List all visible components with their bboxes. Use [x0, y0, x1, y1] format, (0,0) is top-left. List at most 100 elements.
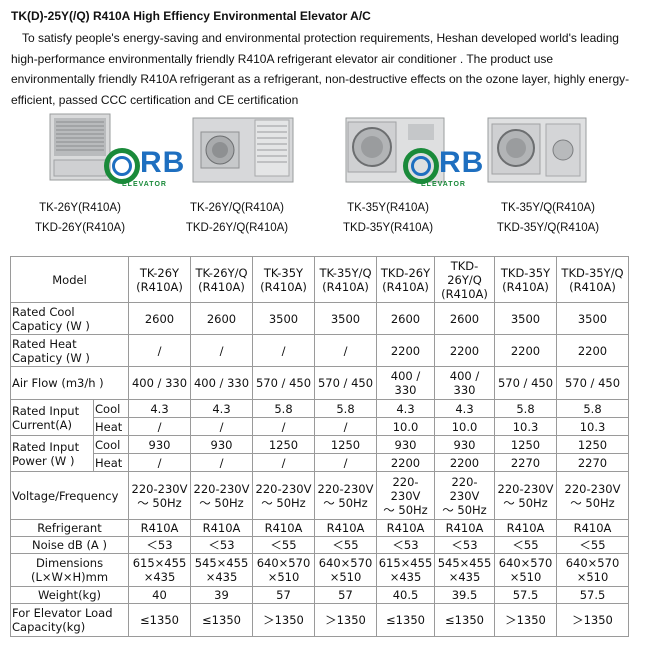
value-cell: 220-230V～ 50Hz: [190, 471, 253, 520]
value-cell: /: [190, 453, 253, 472]
model-refrigerant: (R410A): [198, 279, 245, 294]
row-label-line: Rated Input: [12, 439, 80, 454]
product-image: [49, 113, 111, 181]
value-cell: 2270: [494, 453, 557, 472]
row-label-line: Capacity(kg): [12, 620, 86, 634]
model-name: TKD-35Y: [500, 265, 551, 280]
row-current-cool: Rated Input Current(A) Cool 4.3 4.3 5.8 5…: [10, 399, 629, 436]
model-refrigerant: (R410A): [569, 279, 616, 294]
row-label-line: For Elevator Load: [12, 606, 113, 620]
value-cell: 2200: [376, 334, 435, 367]
value-cell: ＜55: [556, 536, 629, 554]
value-line: 330: [394, 383, 417, 397]
product-model-line2: TKD-35Y(R410A): [342, 222, 434, 234]
value-line: ×435: [389, 570, 422, 584]
value-cell: 2200: [556, 334, 629, 367]
row-air-flow: Air Flow (m3/h ) 400 / 330 400 / 330 570…: [10, 366, 629, 400]
row-cool-capacity: Rated Cool Capaticy (W ) 2600 2600 3500 3…: [10, 302, 629, 335]
value-cell: /: [128, 417, 191, 436]
product-image: [487, 117, 587, 183]
value-cell: 2600: [434, 302, 495, 335]
page-title: TK(D)-25Y(/Q) R410A High Effiency Enviro…: [11, 9, 371, 23]
value-cell: ＞1350: [252, 603, 315, 637]
value-cell: ＜53: [434, 536, 495, 554]
value-line: 330: [453, 383, 476, 397]
value-cell: ≤1350: [376, 603, 435, 637]
value-cell: ＞1350: [314, 603, 377, 637]
value-cell: 57.5: [556, 586, 629, 604]
value-cell: ≤1350: [128, 603, 191, 637]
value-cell: /: [314, 334, 377, 367]
value-line: 570 / 450: [255, 376, 312, 390]
product-model-line1: TK-26Y/Q(R410A): [190, 202, 284, 214]
logo-ring-icon: [403, 148, 439, 184]
value-cell: /: [128, 334, 191, 367]
row-label: Dimensions (L×W×H)mm: [10, 553, 129, 587]
model-name: 26Y/Q: [447, 272, 482, 287]
row-label: Rated Cool Capaticy (W ): [10, 302, 129, 335]
value-cell: 545×455 ×435: [434, 553, 495, 587]
model-cell: TK-26Y (R410A): [128, 256, 191, 303]
model-cell: TK-35Y/Q (R410A): [314, 256, 377, 303]
value-cell: 930: [376, 435, 435, 454]
value-line: 400 / 330: [193, 376, 250, 390]
value-line: 400 / 330: [131, 376, 188, 390]
model-name: TK-26Y/Q: [195, 265, 248, 280]
value-cell: ＞1350: [494, 603, 557, 637]
logo-text: RB: [439, 146, 485, 179]
value-cell: 3500: [252, 302, 315, 335]
value-line: ～ 50Hz: [570, 495, 615, 510]
logo-ring-icon: [104, 148, 140, 184]
value-cell: R410A: [494, 519, 557, 537]
row-label-line: Dimensions: [35, 556, 104, 570]
model-cell: TKD-26Y (R410A): [376, 256, 435, 303]
value-line: 570 / 450: [564, 376, 621, 390]
orb-logo: RB ELEVATOR: [104, 146, 194, 192]
value-cell: 1250: [314, 435, 377, 454]
product-model-line1: TK-35Y(R410A): [347, 202, 429, 214]
value-cell: 1250: [556, 435, 629, 454]
row-label-line: (L×W×H)mm: [30, 570, 109, 584]
value-cell: 930: [128, 435, 191, 454]
row-power-heat: Heat / / / / 2200 2200 2270 2270: [11, 453, 629, 472]
value-line: 400 /: [449, 369, 480, 383]
value-cell: 40.5: [376, 586, 435, 604]
model-cell: TK-26Y/Q (R410A): [190, 256, 253, 303]
product-model-line2: TKD-35Y/Q(R410A): [496, 222, 600, 234]
value-line: 220-230V: [255, 481, 312, 496]
value-cell: 400 / 330: [190, 366, 253, 400]
model-refrigerant: (R410A): [322, 279, 369, 294]
row-label: Rated Input Power (W ): [10, 435, 94, 472]
model-cell: TKD-35Y (R410A): [494, 256, 557, 303]
row-sublabel: Cool: [93, 399, 129, 418]
value-cell: 1250: [494, 435, 557, 454]
value-line: ×510: [509, 570, 542, 584]
row-label-line: Capaticy (W ): [12, 350, 90, 365]
value-cell: 220-230V～ 50Hz: [376, 471, 435, 520]
value-cell: 400 /330: [434, 366, 495, 400]
model-refrigerant: (R410A): [382, 279, 429, 294]
value-cell: 2600: [190, 302, 253, 335]
value-cell: 4.3: [376, 399, 435, 418]
product-model-line1: TK-26Y(R410A): [39, 202, 121, 214]
value-cell: 2600: [376, 302, 435, 335]
model-refrigerant: (R410A): [441, 286, 488, 301]
value-cell: ＜53: [128, 536, 191, 554]
value-cell: R410A: [128, 519, 191, 537]
value-cell: 400 / 330: [128, 366, 191, 400]
orb-logo: RB ELEVATOR: [403, 146, 493, 192]
model-refrigerant: (R410A): [260, 279, 307, 294]
value-cell: ＜55: [252, 536, 315, 554]
row-heat-capacity: Rated Heat Capaticy (W ) / / / / 2200 220…: [10, 334, 629, 367]
value-line: 545×455: [437, 556, 492, 570]
value-cell: 640×570 ×510: [314, 553, 377, 587]
value-cell: ＜55: [314, 536, 377, 554]
row-label-line: Power (W ): [12, 453, 75, 468]
value-cell: 40: [128, 586, 191, 604]
value-line: ×435: [143, 570, 176, 584]
value-cell: 615×455 ×435: [128, 553, 191, 587]
value-line: 220-230V: [564, 481, 621, 496]
model-refrigerant: (R410A): [136, 279, 183, 294]
value-line: ×510: [267, 570, 300, 584]
value-cell: /: [252, 453, 315, 472]
